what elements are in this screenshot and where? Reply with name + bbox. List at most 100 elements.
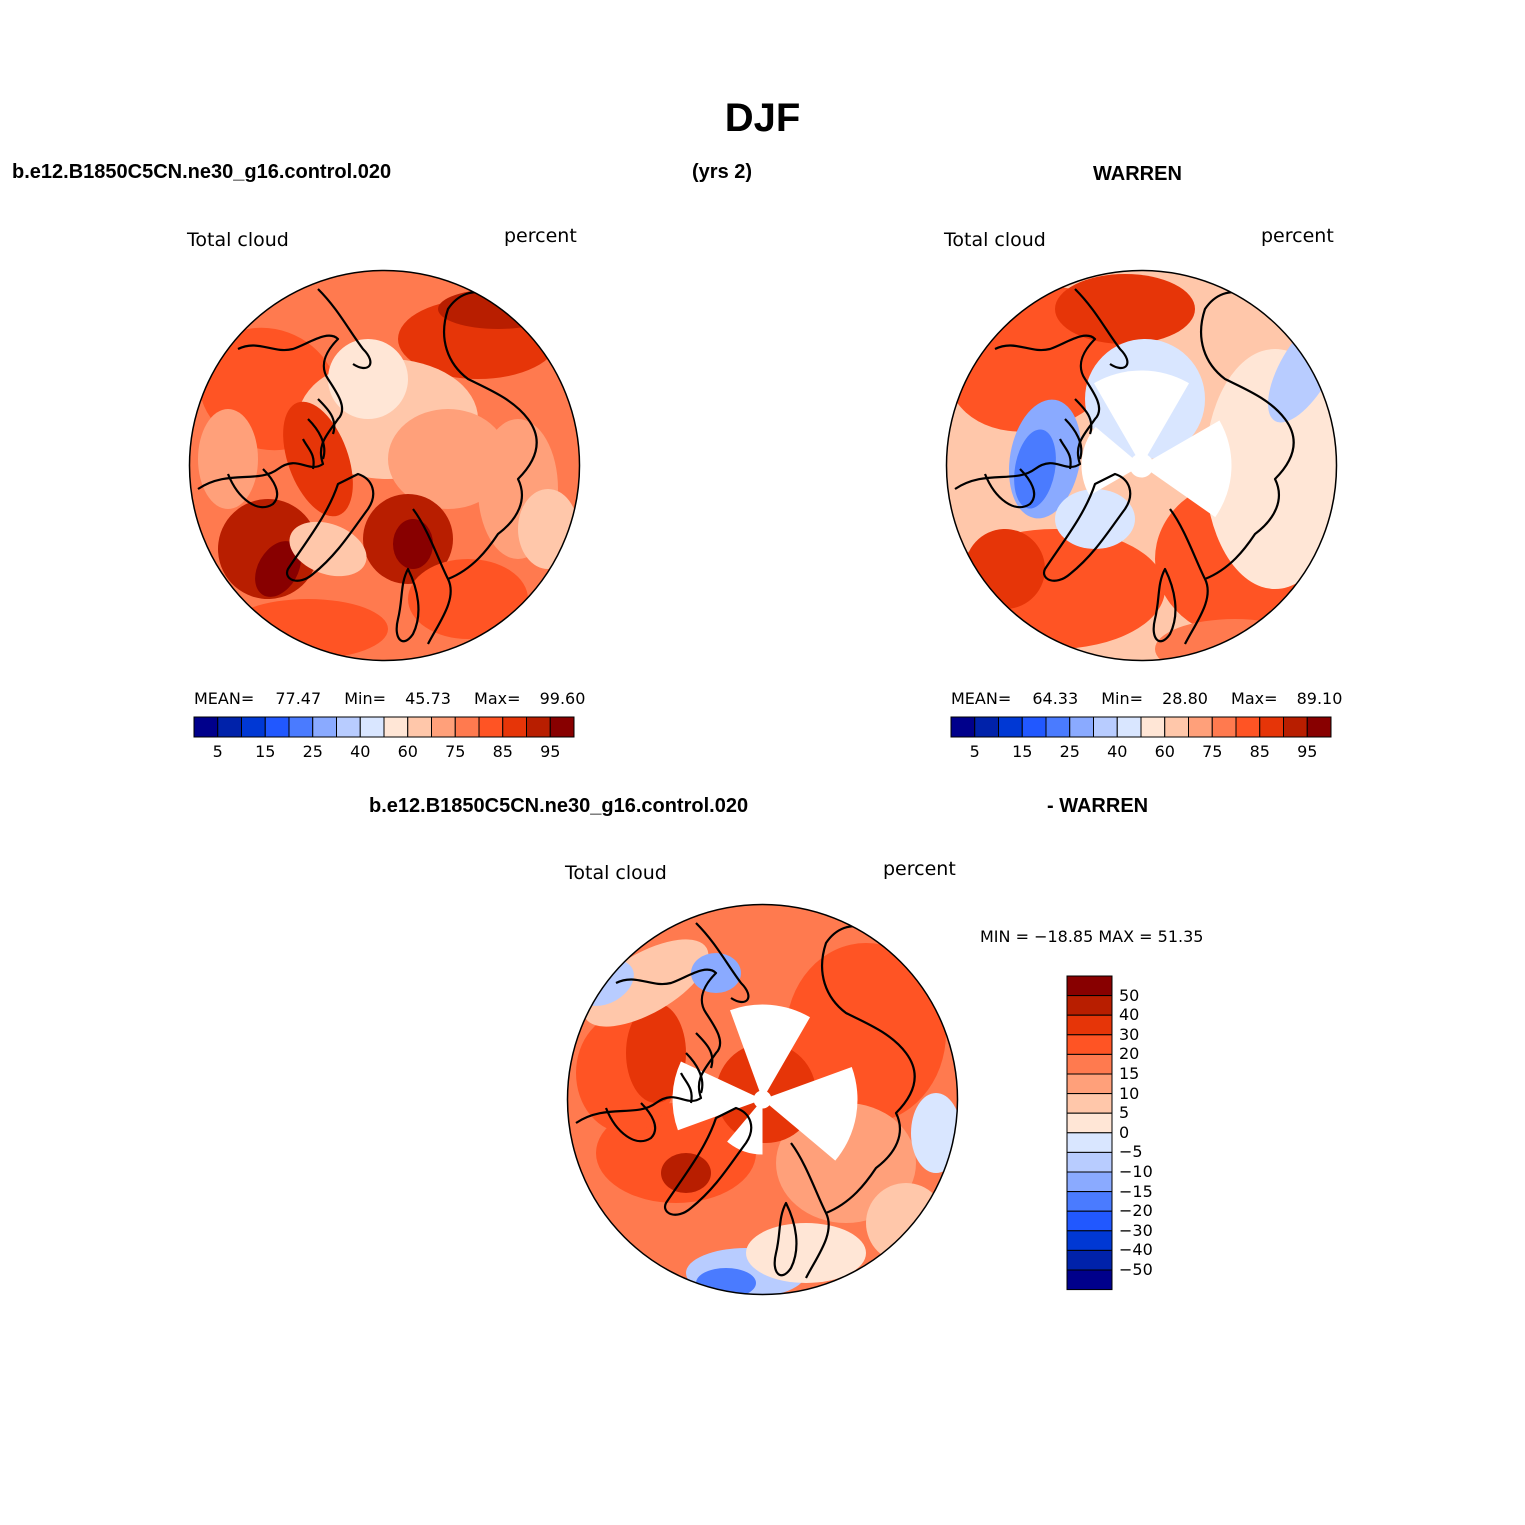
- obs-stats: MEAN= 64.33 Min= 28.80 Max= 89.10: [951, 689, 1342, 708]
- model-mean-value: 77.47: [275, 689, 322, 708]
- model-colorbar-swatch: [383, 716, 409, 738]
- obs-missing-data: [1081, 426, 1142, 496]
- diff-colorbar-swatch: [1066, 1269, 1113, 1291]
- obs-mean-value: 64.33: [1032, 689, 1079, 708]
- diff-field-patch: [626, 1003, 686, 1103]
- obs-colorbar-tick-label: 60: [1154, 742, 1175, 761]
- model-colorbar-swatch: [264, 716, 290, 738]
- model-coastline-segment: [395, 567, 420, 643]
- model-min-label: Min=: [344, 689, 387, 708]
- obs-name: WARREN: [1093, 163, 1182, 185]
- diff-colorbar-swatch: [1066, 1171, 1113, 1193]
- model-colorbar-tick-label: 5: [212, 742, 223, 761]
- diff-colorbar-boxes: [1066, 975, 1113, 1291]
- diff-missing-data: [672, 1061, 763, 1131]
- obs-map-boundary: [945, 269, 1338, 662]
- diff-field-patch: [583, 939, 709, 1027]
- diff-colorbar-swatch: [1066, 1093, 1113, 1114]
- model-variable-label: Total cloud: [187, 229, 289, 251]
- obs-colorbar-tick-label: 95: [1297, 742, 1318, 761]
- model-colorbar-swatch: [288, 716, 314, 738]
- obs-colorbar-tick-label: 25: [1059, 742, 1080, 761]
- obs-colorbar-swatch: [998, 716, 1023, 738]
- model-coastline-segment: [412, 291, 538, 645]
- model-colorbar-tick-label: 15: [255, 742, 276, 761]
- model-field-patch: [408, 559, 528, 639]
- diff-colorbar-tick-label: 10: [1119, 1083, 1140, 1103]
- obs-colorbar-swatch: [974, 716, 999, 738]
- diff-colorbar-tick-label: −30: [1119, 1220, 1153, 1240]
- diff-coastline-segment: [790, 925, 916, 1279]
- obs-colorbar-swatch: [950, 716, 976, 738]
- diff-coastline-segment: [575, 968, 722, 1124]
- model-colorbar-swatch: [549, 716, 575, 738]
- obs-colorbar-tick-label: 5: [969, 742, 980, 761]
- obs-field-patch: [1155, 619, 1315, 661]
- obs-polar-map: [945, 269, 1338, 662]
- diff-stats: MIN = −18.85 MAX = 51.35: [980, 927, 1204, 946]
- diff-colorbar-tick-label: −20: [1119, 1201, 1153, 1221]
- diff-colorbar-swatch: [1066, 1053, 1113, 1075]
- obs-coastline-segment: [1074, 288, 1129, 370]
- model-colorbar-swatch: [526, 716, 551, 738]
- obs-colorbar-swatch: [1116, 716, 1142, 738]
- diff-colorbar-swatch: [1066, 995, 1113, 1016]
- diff-colorbar-tick-label: 5: [1119, 1103, 1130, 1123]
- diff-colorbar-tick-label: 0: [1119, 1122, 1130, 1142]
- diff-colorbar-tick-label: 20: [1119, 1044, 1140, 1064]
- obs-colorbar-tick-label: 75: [1202, 742, 1223, 761]
- model-units-label: percent: [504, 225, 577, 247]
- diff-colorbar-tick-label: 40: [1119, 1005, 1140, 1025]
- obs-coastline-segment: [1169, 291, 1295, 645]
- model-coastlines: [197, 288, 538, 645]
- obs-coastlines: [954, 288, 1295, 645]
- obs-coastline-segment: [1042, 472, 1132, 582]
- model-field-patch: [328, 339, 408, 419]
- diff-case-name: b.e12.B1850C5CN.ne30_g16.control.020: [369, 795, 749, 817]
- obs-colorbar-swatch: [1306, 716, 1332, 738]
- obs-min-label: Min=: [1101, 689, 1144, 708]
- model-colorbar-tick-label: 40: [350, 742, 371, 761]
- diff-colorbar-swatch: [1066, 1132, 1113, 1153]
- obs-colorbar-swatch: [1164, 716, 1189, 738]
- diff-coastline-segment: [604, 1102, 657, 1143]
- model-coastline-segment: [317, 288, 372, 370]
- model-field-patch: [438, 289, 558, 329]
- obs-field-patch: [1055, 489, 1135, 549]
- diff-colorbar-swatch: [1066, 1210, 1113, 1232]
- diff-colorbar-tick-label: −10: [1119, 1162, 1153, 1181]
- model-field-patch: [289, 521, 367, 577]
- model-colorbar-swatch: [217, 716, 242, 738]
- main-title: DJF: [724, 96, 801, 140]
- obs-variable-label: Total cloud: [944, 229, 1046, 251]
- model-colorbar-tick-label: 85: [492, 742, 513, 761]
- diff-colorbar-tick-label: 30: [1119, 1024, 1140, 1044]
- diff-coastline-segment: [680, 1032, 714, 1104]
- obs-max-value: 89.10: [1296, 689, 1343, 708]
- obs-colorbar-tick-label: 15: [1012, 742, 1033, 761]
- model-colorbar-swatch: [312, 716, 337, 738]
- obs-coastline-segment: [1152, 567, 1177, 643]
- diff-coastline-segment: [695, 922, 750, 1004]
- model-field: [189, 270, 580, 661]
- diff-missing-data: [730, 1004, 810, 1100]
- model-field-patch: [393, 519, 433, 569]
- obs-field: [946, 270, 1337, 661]
- obs-colorbar-swatch: [1235, 716, 1261, 738]
- diff-field: [567, 904, 958, 1295]
- diff-coastlines: [575, 922, 916, 1279]
- obs-colorbar-swatch: [1211, 716, 1237, 738]
- model-mean-label: MEAN=: [194, 689, 255, 708]
- obs-pole-hole: [1129, 453, 1154, 478]
- diff-missing-data: [762, 1067, 858, 1161]
- model-colorbar-swatch: [359, 716, 385, 738]
- obs-coastline-segment: [1059, 398, 1093, 470]
- diff-coastline-segment: [663, 1106, 753, 1216]
- model-colorbar-tick-label: 60: [397, 742, 418, 761]
- diff-obs-name: - WARREN: [1047, 795, 1149, 817]
- model-max-value: 99.60: [539, 689, 586, 708]
- diff-pole-hole: [753, 1090, 772, 1109]
- model-coastline-segment: [302, 398, 336, 470]
- obs-colorbar-swatch: [1283, 716, 1308, 738]
- obs-colorbar-swatch: [1140, 716, 1166, 738]
